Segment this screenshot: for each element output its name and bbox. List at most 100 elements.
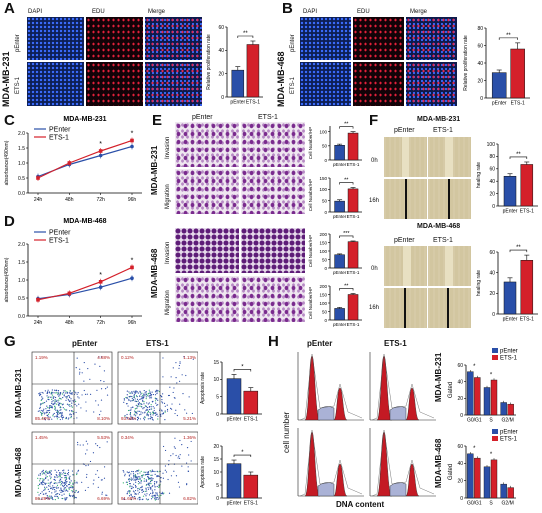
f-231-chart: 0 20 40 60 80 100 pEnter ETS-1 ** healing rate [476,142,538,215]
flow-event [146,490,148,492]
flow-event [147,472,149,474]
y-tick-label: 0.0 [18,314,25,320]
flow-event [148,485,150,487]
flow-event [100,388,103,390]
y-tick-label: 15 [213,457,219,463]
flow-event [49,485,51,487]
flow-event [133,392,135,394]
flow-event [145,479,148,481]
flow-event [50,481,52,483]
flow-event [54,499,56,501]
flow-event [174,447,176,449]
flow-event [125,481,128,483]
significance-mark: * [473,364,476,370]
flow-event [77,470,79,472]
x-tick-label: pEnter [492,101,507,107]
flow-event [67,418,69,420]
flow-event [98,414,101,416]
flow-event [57,392,59,394]
flow-event [179,454,181,456]
flow-event [151,469,153,471]
flow-event [97,404,99,406]
flow-event [151,474,153,476]
b-merge-penter [406,17,457,60]
flow-event [129,396,131,398]
flow-event [58,399,60,401]
flow-event [39,407,41,410]
flow-event [149,396,151,399]
flow-event [142,495,145,497]
flow-event [142,397,144,400]
flow-event [44,486,46,488]
flow-event [142,490,145,492]
flow-event [70,400,72,402]
y-tick-label: 1.0 [18,278,25,284]
e-231-inv-ets1 [241,122,305,167]
bar-ets-1 [474,457,481,499]
flow-event [130,392,132,394]
flow-event [163,402,166,404]
flow-event [69,396,71,399]
flow-event [86,473,88,476]
a-col-dapi: DAPI [28,9,43,15]
flow-event [139,395,141,397]
x-tick-label: 48h [65,320,74,326]
flow-event [139,398,141,401]
flow-event [135,404,137,406]
flow-event [139,478,142,480]
flow-event [74,403,76,405]
flow-event [59,406,62,408]
flow-event [157,399,159,401]
flow-event [150,486,152,488]
g-231-chart: 0 5 10 15 pEnter ETS-1 * Apoptosis rate [200,360,262,423]
y-axis-label: absorbance(490nm) [4,140,10,185]
data-point [98,280,103,284]
flow-event [56,416,58,418]
flow-event [39,404,42,406]
flow-event [86,443,89,445]
flow-event [152,470,154,472]
x-tick-label: ETS-1 [244,501,258,507]
series-line-ets-1 [37,266,133,301]
flow-event [37,485,39,487]
flow-event [72,482,74,484]
flow-event [45,408,47,410]
flow-event [135,391,137,393]
e-line-468: MDA-MB-468 [150,248,159,298]
flow-event [154,494,157,496]
flow-event [132,486,134,489]
g2m-peak [405,387,420,421]
x-tick-label: G0/G1 [467,501,482,507]
flow-event [52,485,54,487]
flow-event [47,471,49,473]
flow-event [60,488,62,490]
data-point [98,285,103,289]
flow-event [127,472,130,474]
flow-event [153,409,155,412]
flow-event [103,466,106,468]
flow-event [148,392,150,394]
flow-event [39,483,41,485]
y-tick-label: 20 [457,478,463,484]
flow-event [166,410,169,412]
bar-penter [467,453,474,499]
flow-event [128,482,131,485]
flow-event [135,411,137,413]
flow-event [66,472,69,475]
flow-event [144,490,146,493]
flow-event [64,499,67,501]
b-row-ets1: ETS-1 [290,76,296,94]
flow-event [65,417,67,419]
flow-event [150,413,152,415]
flow-event [139,497,141,499]
x-tick-label: S [489,501,493,507]
flow-plot [117,431,198,505]
flow-event [127,409,130,412]
flow-event [58,476,60,478]
flow-event [54,408,56,410]
series-line-ets-1 [37,139,133,179]
flow-event [129,486,131,488]
flow-event [181,444,183,446]
x-tick-label: pEnter [333,270,347,275]
flow-event [49,482,51,484]
